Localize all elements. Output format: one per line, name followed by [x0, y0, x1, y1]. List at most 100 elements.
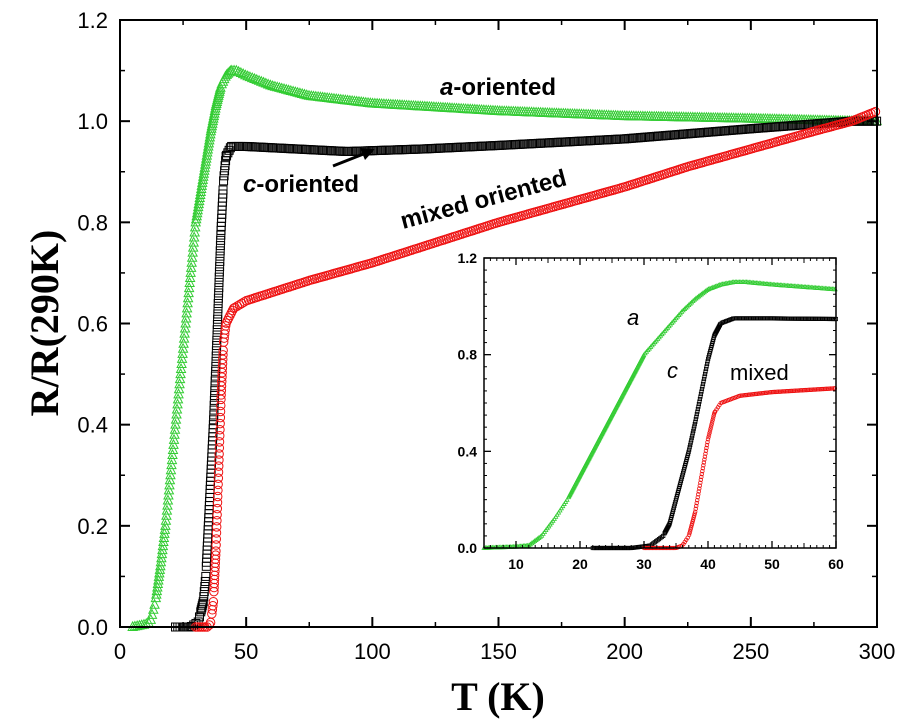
data-point: [172, 398, 183, 409]
inset-data-point: [702, 374, 707, 379]
inset-data-point: [700, 468, 705, 474]
data-point: [223, 66, 235, 77]
annotation-a-prefix: a: [440, 74, 453, 101]
inset-x-tick-label: 60: [828, 556, 844, 572]
inset-data-point: [699, 474, 704, 480]
data-point: [215, 241, 225, 251]
data-point: [200, 155, 212, 166]
data-point: [209, 104, 221, 116]
data-point: [150, 592, 162, 603]
inset-data-point: [692, 511, 697, 516]
data-point: [168, 438, 179, 449]
inset-data-point: [772, 389, 777, 395]
x-tick-label: 0: [114, 639, 126, 664]
data-point: [190, 216, 202, 227]
inset-data-point: [710, 415, 716, 421]
inset-data-point: [789, 388, 794, 394]
data-point: [280, 83, 292, 94]
data-point: [180, 317, 191, 328]
data-point: [260, 77, 272, 88]
inset-data-point: [805, 387, 811, 393]
annotation-c-prefix: c: [243, 171, 256, 198]
data-point: [218, 350, 228, 360]
inset-data-point: [824, 386, 829, 392]
data-point: [205, 125, 217, 136]
data-point: [249, 72, 260, 83]
inset-data-point: [536, 534, 542, 540]
inset-data-point: [717, 282, 723, 287]
inset-data-point: [693, 417, 698, 422]
inset-data-point: [695, 497, 700, 503]
data-point: [244, 71, 256, 82]
inset-data-point: [698, 391, 704, 397]
data-point: [233, 65, 244, 76]
data-point: [204, 131, 216, 142]
inset-data-point: [691, 513, 697, 518]
inset-label-c: c: [667, 358, 678, 383]
inset-data-point: [797, 388, 802, 393]
inset-data-point: [687, 528, 693, 534]
data-point: [185, 261, 197, 272]
inset-data-point: [783, 389, 788, 394]
inset-axis-ticks: 10 20 30 40 50 60 0.0 0.4 0.8 1.2: [458, 250, 844, 572]
data-point: [211, 540, 221, 550]
data-point: [212, 325, 222, 335]
inset-data-point: [707, 428, 713, 433]
data-point: [287, 85, 299, 96]
data-point: [199, 592, 209, 602]
data-point: [209, 107, 220, 118]
inset-label-mixed: mixed: [730, 360, 789, 385]
data-point: [274, 81, 285, 92]
inset-data-point: [694, 414, 699, 419]
inset-data-point: [688, 440, 693, 445]
data-point: [206, 120, 218, 131]
data-point: [175, 362, 187, 374]
inset-data-point: [703, 369, 708, 374]
inset-data-point: [702, 371, 708, 377]
data-point: [296, 87, 308, 98]
data-point: [166, 459, 177, 470]
annotation-c-arrowhead: [360, 148, 375, 160]
data-point: [192, 204, 204, 215]
data-point: [177, 342, 189, 353]
data-point: [213, 467, 224, 477]
data-point: [198, 597, 208, 607]
data-point: [219, 176, 229, 186]
data-point: [214, 449, 224, 459]
data-point: [197, 173, 209, 184]
inset-data-point: [564, 496, 570, 502]
data-point: [198, 599, 208, 609]
data-point: [202, 140, 214, 151]
data-point: [203, 134, 215, 145]
series-mixed-oriented: [190, 106, 881, 632]
data-point: [183, 282, 195, 293]
data-point: [188, 236, 200, 247]
data-point: [212, 491, 223, 502]
data-point: [209, 395, 219, 405]
data-point: [214, 431, 225, 441]
data-point: [194, 188, 206, 200]
inset-data-point: [787, 388, 792, 394]
data-point: [212, 516, 222, 526]
data-point: [208, 112, 219, 123]
data-point: [210, 381, 220, 391]
inset-data-point: [690, 519, 695, 524]
data-point: [213, 309, 223, 319]
inset-data-point: [829, 386, 835, 391]
inset-data-point: [699, 386, 705, 392]
inset-data-point: [689, 299, 695, 305]
data-point: [225, 65, 236, 76]
data-point: [258, 76, 269, 87]
inset-data-point: [810, 387, 815, 392]
data-point: [230, 302, 240, 313]
inset-data-point: [695, 407, 700, 412]
inset-y-tick-label: 0.0: [458, 540, 478, 556]
inset-data-point: [710, 417, 715, 423]
data-point: [200, 152, 212, 163]
data-point: [219, 171, 229, 181]
data-point: [214, 272, 224, 282]
data-point: [205, 128, 216, 139]
inset-data-point: [798, 388, 804, 393]
data-point: [209, 405, 219, 415]
inset-data-point: [689, 523, 694, 528]
